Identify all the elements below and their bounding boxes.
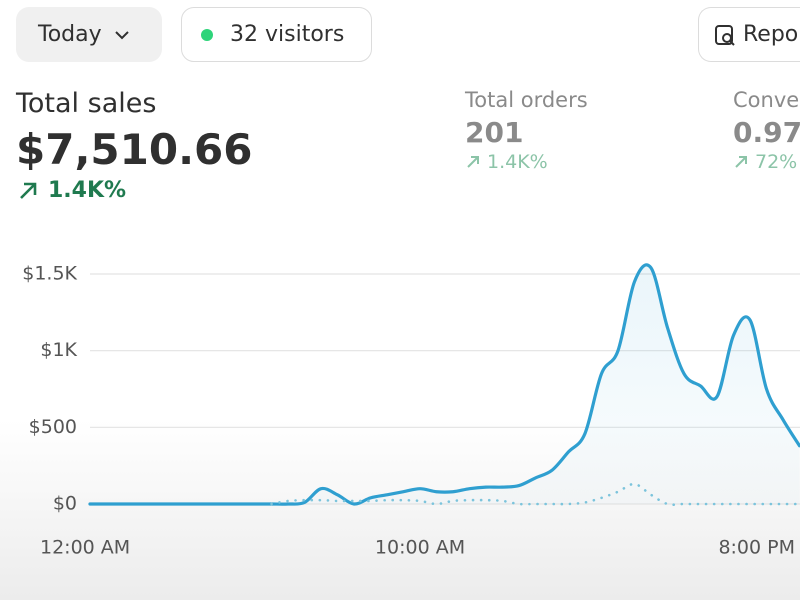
date-filter[interactable]: Today: [16, 7, 162, 62]
y-tick-label: $1K: [40, 339, 77, 361]
metric: Total orders 201 1.4K%: [465, 88, 588, 173]
live-dot: [201, 28, 213, 41]
chevron-icon: [114, 30, 129, 39]
y-tick-label: $0: [53, 493, 77, 515]
metric-change-text: 1.4K%: [48, 178, 127, 203]
date-filter-label: Today: [38, 22, 102, 47]
x-tick-label: 12:00 AM: [40, 537, 130, 559]
metric-change-text: 72%: [755, 151, 798, 173]
y-tick-label: $500: [29, 416, 77, 438]
metric-label: Total orders: [465, 88, 588, 112]
metric-label: Conve: [733, 88, 800, 112]
reports-button[interactable]: Repo: [698, 7, 800, 62]
metric-change-text: 1.4K%: [487, 151, 548, 173]
metric-change: 1.4K%: [465, 151, 588, 173]
metric-value: $7,510.66: [16, 125, 253, 174]
metric: Total sales $7,510.66 1.4K%: [16, 88, 252, 203]
sales-line: [88, 263, 800, 506]
report-icon: [715, 24, 735, 46]
metric-change: 1.4K%: [16, 178, 252, 203]
visitors-label: 32 visitors: [230, 22, 345, 47]
reports-label: Repo: [743, 22, 799, 47]
up-arrow: [735, 156, 747, 168]
chart: $0 $500 $1K $1.5K 12:00 AM 10:00 AM 8:00 PM: [22, 263, 800, 559]
up-arrow: [467, 156, 479, 168]
metric: Conve 0.97 72%: [733, 88, 800, 173]
metric-label: Total sales: [16, 88, 157, 119]
up-arrow: [20, 182, 37, 199]
x-tick-label: 10:00 AM: [375, 537, 465, 559]
y-tick-label: $1.5K: [22, 263, 77, 285]
metric-change: 72%: [733, 151, 800, 173]
visitors-button[interactable]: 32 visitors: [181, 7, 372, 62]
metric-value: 0.97: [733, 116, 800, 149]
metric-value: 201: [465, 116, 524, 149]
x-tick-label: 8:00 PM: [718, 537, 795, 559]
area: [90, 264, 800, 505]
